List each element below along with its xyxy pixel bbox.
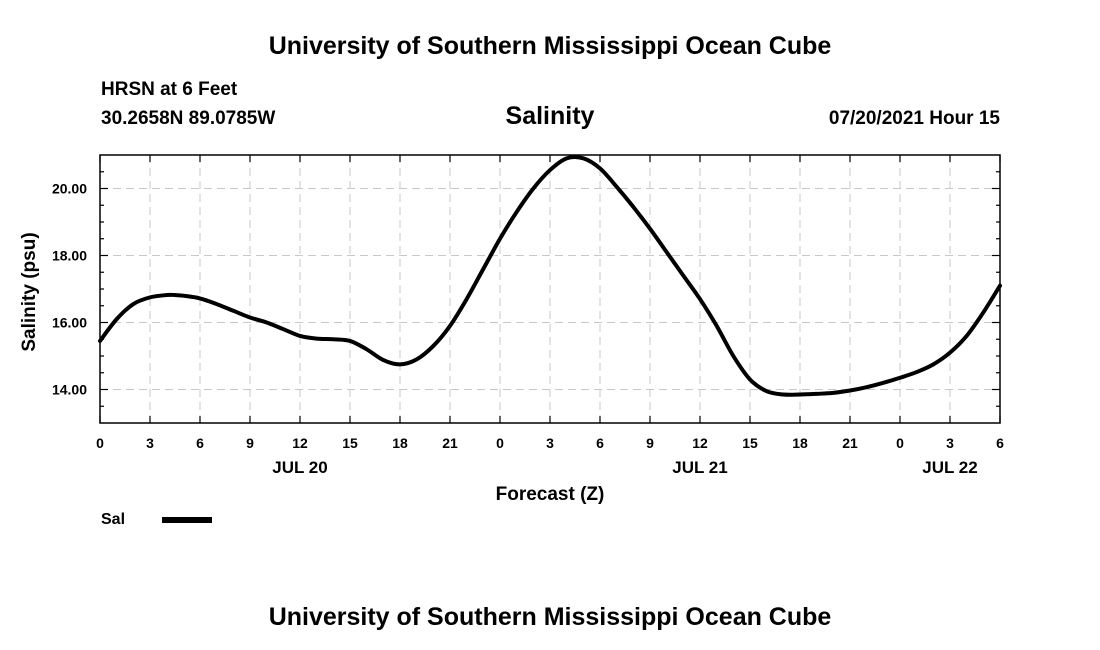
- x-tick-label: 6: [596, 435, 604, 451]
- y-tick-label: 18.00: [52, 248, 87, 264]
- plot-frame: [99, 154, 1001, 424]
- x-tick-label: 15: [342, 435, 358, 451]
- x-tick-label: 15: [742, 435, 758, 451]
- date-label: JUL 20: [272, 458, 327, 477]
- x-axis-label: Forecast (Z): [496, 484, 605, 505]
- x-tick-label: 18: [392, 435, 408, 451]
- legend-label: Sal: [101, 511, 125, 528]
- forecast-datetime: 07/20/2021 Hour 15: [829, 108, 1001, 129]
- tick-labels: 0 3 6 9 12 15 18 21 0 3 6 9 12 15 18 21 0 3 6 14.00 16.00 18.…: [52, 181, 1004, 478]
- chart-title: Salinity: [506, 102, 595, 130]
- x-tick-label: 3: [946, 435, 954, 451]
- date-label: JUL 22: [922, 458, 977, 477]
- series-line-sal: [98, 154, 1002, 397]
- series-layer: [98, 154, 1002, 397]
- x-tick-label: 0: [496, 435, 504, 451]
- x-tick-label: 21: [842, 435, 858, 451]
- x-tick-label: 0: [96, 435, 104, 451]
- station-label: HRSN at 6 Feet: [101, 79, 238, 100]
- x-tick-label: 9: [646, 435, 654, 451]
- y-axis-label: Salinity (psu): [19, 232, 40, 351]
- x-tick-label: 6: [996, 435, 1004, 451]
- legend: Sal: [101, 511, 212, 528]
- x-tick-label: 9: [246, 435, 254, 451]
- x-tick-label: 12: [292, 435, 308, 451]
- page-title: University of Southern Mississippi Ocean…: [269, 32, 832, 60]
- date-label: JUL 21: [672, 458, 727, 477]
- footer-title: University of Southern Mississippi Ocean…: [269, 603, 832, 631]
- y-tick-label: 16.00: [52, 315, 87, 331]
- y-tick-label: 20.00: [52, 181, 87, 197]
- x-tick-label: 21: [442, 435, 458, 451]
- grid-lines: [100, 155, 1000, 423]
- axis-ticks: [99, 155, 1001, 423]
- x-tick-label: 18: [792, 435, 808, 451]
- x-tick-label: 3: [146, 435, 154, 451]
- y-tick-label: 14.00: [52, 382, 87, 398]
- x-tick-label: 6: [196, 435, 204, 451]
- x-tick-label: 0: [896, 435, 904, 451]
- station-coordinates: 30.2658N 89.0785W: [101, 108, 275, 129]
- x-tick-label: 12: [692, 435, 708, 451]
- x-tick-label: 3: [546, 435, 554, 451]
